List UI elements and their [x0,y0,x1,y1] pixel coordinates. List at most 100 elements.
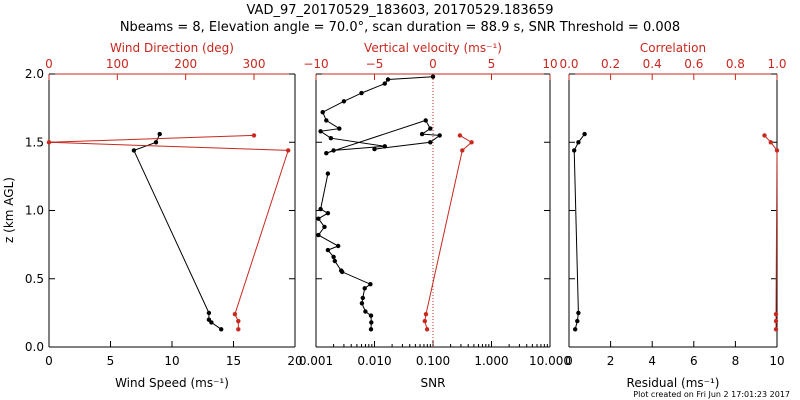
residual-top-tick-label: 0.2 [601,57,620,71]
snr-series-0-point [324,151,329,156]
wind-top-tick-label: 200 [174,57,197,71]
residual-series-1-point [773,318,779,324]
snr-series-2-point [469,140,474,145]
wind-series-1-point [251,133,257,138]
residual-panel: 0 2 4 6 8 10 0.0 0.2 0.4 0.6 0.8 1.0 [559,57,786,368]
wind-series-0-point [131,148,137,153]
wind-series-1-point [236,327,241,332]
residual-series-0-point [576,310,581,316]
snr-series-0-point [419,131,425,137]
residual-series-1-point [773,312,779,317]
snr-series-0-point [382,81,387,86]
snr-x-tick-label: 0.010 [357,354,391,368]
wind-series-1-point [286,148,291,153]
snr-series-0-point [423,118,428,123]
snr-x-tick-label: 10.000 [529,354,571,368]
residual-series-1-point [762,133,767,138]
snr-series-1-point [336,243,341,249]
wind-top-tick-label: 0 [45,57,53,71]
wind-series-0-point [153,140,159,145]
snr-series-2-point [457,133,463,138]
snr-x-tick-label: 1.000 [474,354,508,368]
snr-series-1-point [368,282,373,287]
wind-series-0-point [209,320,214,325]
snr-series-1-point [368,313,374,318]
snr-series-1-point [332,258,337,264]
snr-series-0-point [341,99,347,104]
snr-top-axis-label: Vertical velocity (ms⁻¹) [364,41,502,55]
snr-x-axis-label: SNR [421,376,446,390]
residual-series-0-point [582,131,587,137]
figure-subtitle: Nbeams = 8, Elevation angle = 70.0°, sca… [120,20,680,35]
snr-series-0-point [382,144,387,149]
residual-series-0-point [575,318,580,324]
plot-created-footer: Plot created on Fri Jun 2 17:01:23 2017 [633,390,790,399]
residual-top-axis-label: Correlation [640,41,706,55]
snr-series-1-point [369,320,374,325]
snr-top-tick-label: 10 [542,57,557,71]
snr-series-2-point [422,318,427,324]
snr-series-1-point [318,206,323,212]
wind-y-tick-label: 2.0 [25,67,44,81]
snr-series-1-point [340,269,345,275]
snr-series-2-point [460,148,465,153]
residual-top-tick-label: 0.4 [643,57,662,71]
residual-top-tick-label: 0.6 [684,57,703,71]
snr-series-1-point [325,247,331,253]
snr-series-0-point [324,118,329,123]
snr-series-0-point [318,129,323,134]
snr-series-0-point [430,74,436,79]
snr-series-2-point [423,312,429,317]
snr-series-0-point [437,133,442,138]
residual-x-tick-label: 4 [648,354,656,368]
wind-y-tick-label: 0.0 [25,340,44,354]
snr-panel: 0.001 0.010 0.100 1.000 10.000 −10 −5 0 5 10 [299,57,571,368]
residual-top-tick-label: 1.0 [767,57,786,71]
snr-x-tick-label: 0.100 [416,354,450,368]
snr-series-1-point [325,211,331,216]
residual-x-tick-label: 8 [732,354,740,368]
wind-series-1-point [46,140,52,145]
snr-top-tick-label: 0 [429,57,437,71]
snr-series-1-point [322,224,327,230]
snr-top-tick-label: −5 [366,57,384,71]
residual-series-1-point [774,148,780,153]
figure-title: VAD_97_20170529_183603, 20170529.183659 [247,3,554,18]
residual-series-0-point [573,327,578,332]
snr-series-2-point [424,327,430,332]
wind-top-tick-label: 300 [243,57,266,71]
wind-y-tick-label: 0.5 [25,272,44,286]
snr-series-0-point [328,136,334,141]
wind-x-tick-label: 20 [287,354,302,368]
snr-series-0-point [428,140,433,145]
residual-top-tick-label: 0.8 [726,57,745,71]
residual-series-0-point [576,140,581,145]
snr-series-1-point [360,295,365,301]
snr-series-0-point [385,77,391,82]
snr-series-1-point [325,171,331,176]
snr-series-1-point [362,286,367,291]
wind-x-tick-label: 15 [226,354,241,368]
wind-series-1-point [236,318,241,324]
snr-top-tick-label: −10 [303,57,328,71]
snr-series-2-line [424,134,473,330]
wind-series-1-point [232,312,238,317]
snr-series-1-point [331,254,336,260]
residual-x-tick-label: 10 [769,354,784,368]
wind-series-0-line [133,133,222,330]
snr-series-0-point [337,126,342,131]
residual-series-1-point [768,140,773,145]
wind-y-axis-label: z (km AGL) [2,177,16,243]
residual-x-axis-label: Residual (ms⁻¹) [627,376,720,390]
residual-x-tick-label: 6 [690,354,698,368]
wind-top-axis-label: Wind Direction (deg) [110,41,234,55]
wind-series-0-point [219,327,224,332]
wind-x-axis-label: Wind Speed (ms⁻¹) [115,376,229,390]
snr-series-1-point [359,301,365,306]
snr-series-0-point [320,110,325,115]
snr-series-1-point [316,216,321,221]
snr-x-tick-label: 0.001 [299,354,333,368]
wind-series-0-point [206,310,212,316]
